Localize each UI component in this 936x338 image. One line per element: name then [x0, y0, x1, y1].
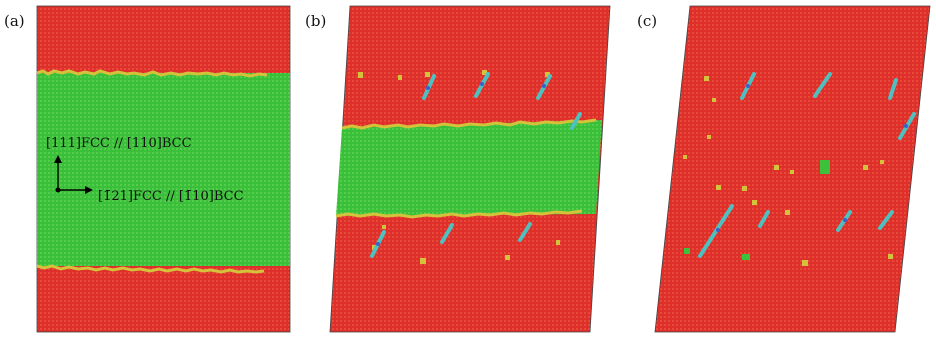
horizontal-direction-label: [1̄21]FCC // [1̄10]BCC [98, 189, 244, 204]
panel-c-image [654, 5, 931, 333]
panel-a-image [36, 5, 291, 333]
panel-c-label: (c) [637, 12, 658, 30]
panel-b-image [329, 5, 611, 333]
vertical-direction-label: [111]FCC // [110]BCC [46, 136, 192, 151]
panel-a-label: (a) [4, 12, 25, 30]
panel-b-label: (b) [305, 12, 327, 30]
